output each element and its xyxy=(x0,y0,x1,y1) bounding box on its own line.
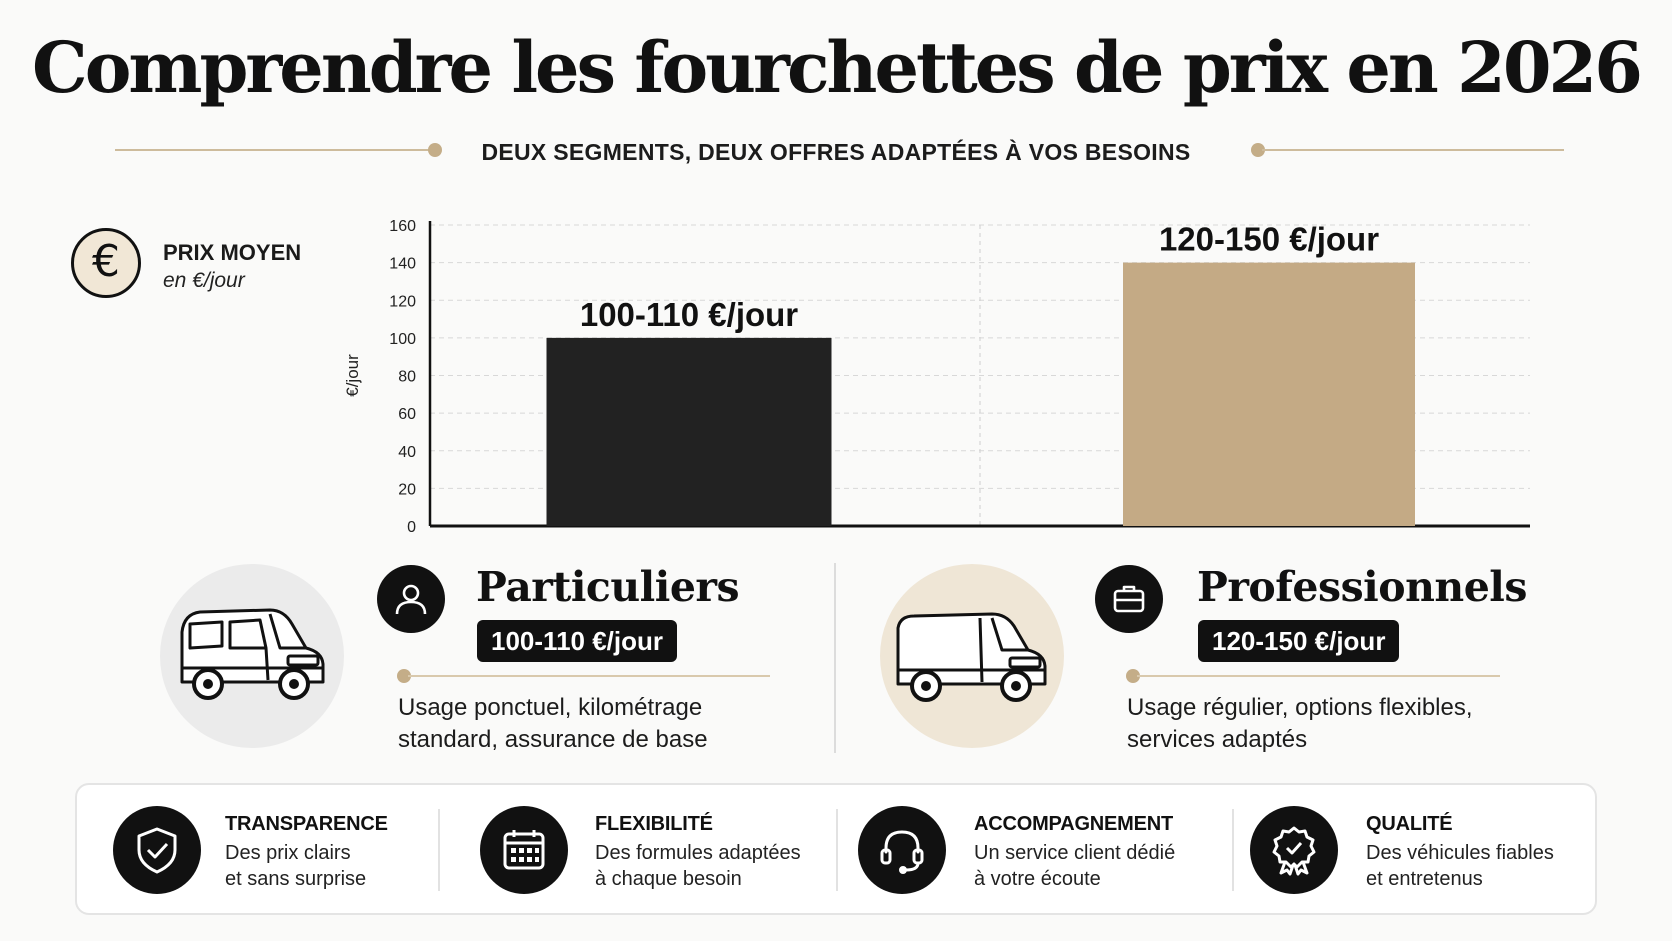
feature-title: TRANSPARENCE xyxy=(225,813,388,835)
feature-flexibilite: FLEXIBILITÉ Des formules adaptées à chaq… xyxy=(457,785,837,913)
van-icon xyxy=(180,608,325,700)
feature-transparence: TRANSPARENCE Des prix clairs et sans sur… xyxy=(77,785,457,913)
feature-desc: Des formules adaptées à chaque besoin xyxy=(595,840,835,892)
feature-desc: Un service client dédié à votre écoute xyxy=(974,840,1214,892)
y-tick-label: 80 xyxy=(398,369,416,386)
decorative-line xyxy=(408,675,770,677)
feature-title: ACCOMPAGNEMENT xyxy=(974,813,1174,835)
page-subtitle: DEUX SEGMENTS, DEUX OFFRES ADAPTÉES À VO… xyxy=(481,139,1191,165)
feature-divider xyxy=(836,809,838,891)
decorative-rule-left xyxy=(115,149,435,151)
feature-desc-line: à chaque besoin xyxy=(595,868,742,890)
feature-divider xyxy=(1232,809,1234,891)
feature-desc-line: Un service client dédié xyxy=(974,842,1176,864)
award-badge-icon xyxy=(1250,806,1338,894)
decorative-rule-right xyxy=(1262,149,1564,151)
feature-desc-line: Des prix clairs xyxy=(225,842,351,864)
feature-desc-line: Des formules adaptées xyxy=(595,842,801,864)
legend-sub: en €/jour xyxy=(163,269,245,292)
decorative-dot-right xyxy=(1251,143,1265,157)
feature-accompagnement: ACCOMPAGNEMENT Un service client dédié à… xyxy=(837,785,1217,913)
feature-qualite: QUALITÉ Des véhicules fiables et entrete… xyxy=(1217,785,1597,913)
feature-desc-line: Des véhicules fiables xyxy=(1366,842,1554,864)
y-tick-label: 120 xyxy=(389,293,416,310)
y-axis-label: €/jour xyxy=(343,354,362,397)
decorative-dot xyxy=(1126,669,1140,683)
feature-title: FLEXIBILITÉ xyxy=(595,813,713,835)
y-tick-label: 60 xyxy=(398,406,416,423)
user-icon xyxy=(377,565,445,633)
decorative-dot xyxy=(397,669,411,683)
van-circle-professionnels xyxy=(880,564,1064,748)
bar xyxy=(546,337,832,526)
feature-desc-line: à votre écoute xyxy=(974,868,1101,890)
y-tick-label: 100 xyxy=(389,331,416,348)
price-badge-professionnels: 120-150 €/jour xyxy=(1198,620,1400,662)
bar-data-label: 120-150 €/jour xyxy=(1159,221,1379,258)
van-icon xyxy=(896,612,1047,702)
price-badge-particuliers: 100-110 €/jour xyxy=(477,620,677,662)
segment-desc-particuliers: Usage ponctuel, kilométrage standard, as… xyxy=(398,694,708,753)
calendar-icon xyxy=(480,806,568,894)
bar-chart: 0 20 40 60 80 100 120 140 160 €/jour 100-110 €/jou… xyxy=(343,218,1530,536)
headset-icon xyxy=(858,806,946,894)
legend-label: PRIX MOYEN xyxy=(163,240,302,265)
feature-title: QUALITÉ xyxy=(1366,813,1453,835)
bar xyxy=(1123,262,1415,526)
decorative-line xyxy=(1137,675,1500,677)
briefcase-icon xyxy=(1095,565,1163,633)
y-tick-label: 140 xyxy=(389,256,416,273)
y-tick-label: 0 xyxy=(407,519,416,536)
feature-desc-line: et entretenus xyxy=(1366,868,1483,890)
shield-check-icon xyxy=(113,806,201,894)
feature-divider xyxy=(438,809,440,891)
y-tick-label: 20 xyxy=(398,481,416,498)
euro-icon: € xyxy=(71,228,141,298)
bar-data-label: 100-110 €/jour xyxy=(580,296,798,333)
y-tick-label: 40 xyxy=(398,444,416,461)
segment-title-professionnels: Professionnels xyxy=(1197,563,1527,611)
segment-desc-professionnels: Usage régulier, options flexibles, servi… xyxy=(1127,694,1473,753)
segment-divider xyxy=(834,563,836,753)
feature-desc: Des véhicules fiables et entretenus xyxy=(1366,840,1606,892)
y-tick-label: 160 xyxy=(389,218,416,235)
van-circle-particuliers xyxy=(160,564,344,748)
decorative-dot-left xyxy=(428,143,442,157)
page-title: Comprendre les fourchettes de prix en 20… xyxy=(32,26,1643,109)
feature-desc: Des prix clairs et sans surprise xyxy=(225,840,465,892)
segment-title-particuliers: Particuliers xyxy=(476,563,740,611)
features-panel: TRANSPARENCE Des prix clairs et sans sur… xyxy=(75,783,1597,915)
feature-desc-line: et sans surprise xyxy=(225,868,367,890)
